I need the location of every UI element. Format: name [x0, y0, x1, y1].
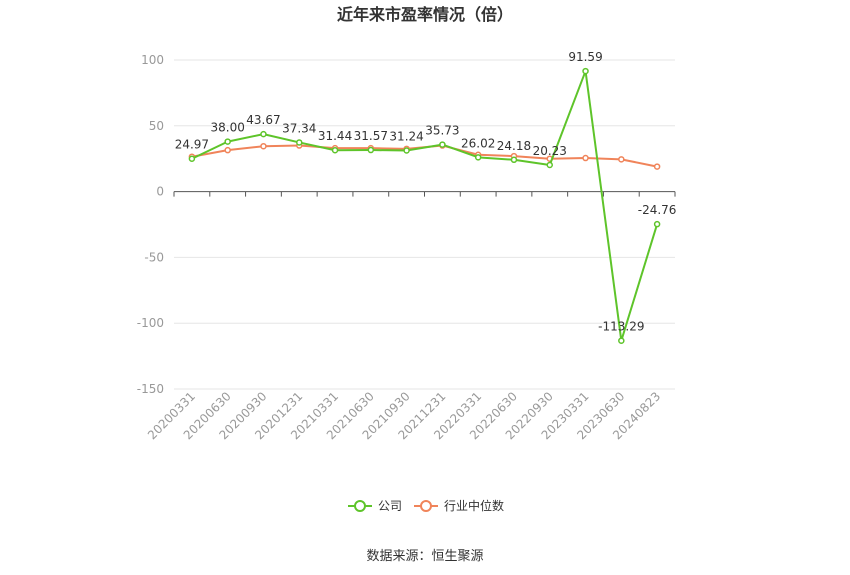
x-axis: 2020033120200630202009302020123120210331… [145, 191, 676, 442]
y-tick-label: -50 [144, 250, 164, 264]
series-layer [188, 67, 661, 344]
data-point [582, 67, 589, 75]
data-point [403, 147, 410, 154]
chart-title: 近年来市盈率情况（倍） [337, 5, 513, 24]
data-label: 37.34 [282, 121, 316, 135]
y-tick-label: 100 [141, 53, 164, 67]
data-label: -24.76 [638, 203, 677, 217]
data-point [653, 220, 661, 228]
series-line [191, 70, 659, 342]
y-tick-label: 0 [156, 185, 164, 199]
data-point [474, 154, 482, 161]
legend-swatch-marker [420, 500, 432, 512]
data-label: 35.73 [425, 124, 459, 138]
y-tick-label: -100 [137, 316, 164, 330]
data-point [618, 337, 625, 344]
data-label: 31.44 [318, 129, 352, 143]
data-point [653, 163, 661, 170]
data-label: 31.24 [389, 129, 423, 143]
data-label: 43.67 [246, 113, 280, 127]
data-point [618, 156, 625, 163]
data-point [260, 142, 267, 150]
legend-swatch-marker [354, 500, 366, 512]
data-point [188, 155, 196, 162]
legend-item-label: 行业中位数 [444, 498, 504, 513]
data-label: -113.29 [598, 320, 644, 334]
data-point [439, 141, 446, 148]
data-point [510, 156, 518, 164]
y-tick-label: -150 [137, 382, 164, 396]
legend-item-label: 公司 [378, 499, 402, 513]
data-point [224, 146, 231, 154]
data-label: 31.57 [354, 129, 388, 143]
legend[interactable]: 公司 行业中位数 [348, 498, 504, 513]
data-point [367, 146, 375, 154]
y-axis: 100 50 0 -50 -100 -150 [137, 53, 164, 396]
data-label: 20.23 [533, 144, 567, 158]
data-label: 91.59 [568, 50, 602, 64]
data-source-note: 数据来源：恒生聚源 [366, 549, 483, 564]
data-point [582, 154, 589, 162]
data-label: 24.97 [175, 138, 209, 152]
data-label: 38.00 [210, 121, 244, 135]
data-point [260, 130, 267, 138]
grid-lines [174, 59, 675, 390]
data-label: 24.18 [497, 139, 531, 153]
data-point [331, 146, 339, 154]
data-point [546, 161, 553, 169]
data-point [296, 139, 303, 146]
y-tick-label: 50 [149, 119, 164, 133]
data-label: 26.02 [461, 136, 495, 150]
data-point [224, 138, 231, 145]
